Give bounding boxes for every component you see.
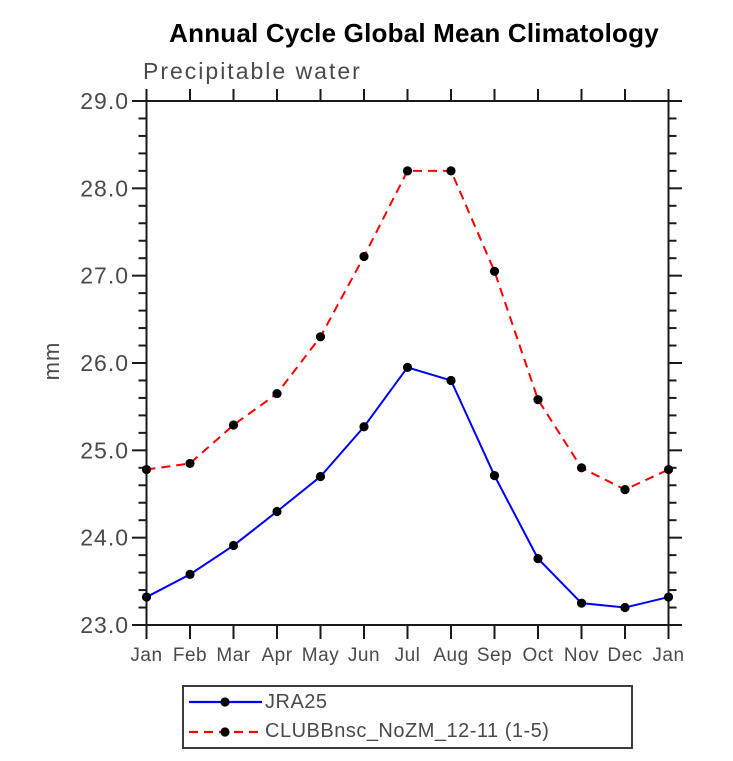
data-point-marker [446, 375, 456, 386]
data-point-marker [620, 602, 630, 613]
legend: JRA25 CLUBBnsc_NoZM_12-11 (1-5) [182, 685, 633, 749]
data-point-marker [185, 569, 195, 579]
month-label: Sep [477, 645, 512, 666]
legend-line-sample [189, 697, 262, 707]
data-point-marker [663, 464, 674, 475]
y-tick-label: 25.0 [80, 437, 129, 463]
legend-marker-icon [220, 727, 230, 737]
data-point-marker [620, 485, 630, 495]
legend-item-clubb: CLUBBnsc_NoZM_12-11 (1-5) [189, 718, 631, 746]
month-label: Jan [652, 645, 684, 666]
data-point-marker [533, 554, 543, 564]
data-point-marker [228, 420, 239, 430]
data-point-marker [359, 251, 369, 262]
y-tick-label: 28.0 [80, 175, 129, 201]
legend-marker-icon [220, 697, 230, 707]
data-point-marker [228, 540, 239, 551]
y-tick-label: 27.0 [80, 263, 129, 289]
data-point-marker [359, 422, 369, 432]
series-line-clubb [146, 169, 669, 491]
legend-label: CLUBBnsc_NoZM_12-11 (1-5) [265, 720, 550, 743]
month-label: Aug [433, 645, 468, 666]
chart-subtitle: Precipitable water [143, 58, 362, 84]
y-tick-label: 29.0 [80, 88, 129, 114]
data-point-marker [272, 506, 282, 517]
data-point-marker [315, 332, 326, 342]
data-point-marker [489, 471, 500, 481]
month-label: Feb [173, 645, 207, 666]
month-label: May [302, 645, 339, 666]
data-point-marker [315, 471, 326, 482]
data-point-marker [141, 464, 152, 475]
data-point-marker [576, 598, 587, 608]
month-label: Jun [348, 645, 380, 666]
month-label: Dec [607, 645, 642, 666]
data-point-marker [185, 458, 195, 469]
month-label: Oct [522, 645, 553, 666]
month-label: Jul [395, 645, 421, 666]
legend-label: JRA25 [265, 690, 328, 713]
data-point-marker [402, 362, 413, 372]
legend-line-sample [189, 727, 262, 737]
series-line-jra25 [146, 366, 669, 609]
chart-title: Annual Cycle Global Mean Climatology [169, 18, 659, 48]
data-point-marker [533, 395, 543, 405]
data-point-marker [141, 592, 152, 602]
data-point-marker [489, 266, 500, 276]
y-tick-label: 23.0 [80, 612, 129, 638]
y-tick-label: 24.0 [80, 525, 129, 551]
legend-item-jra25: JRA25 [189, 688, 631, 716]
month-label: Mar [216, 645, 250, 666]
data-point-marker [663, 592, 674, 602]
data-point-marker [272, 388, 282, 399]
month-label: Nov [564, 645, 599, 666]
y-tick-label: 26.0 [80, 350, 129, 376]
data-point-marker [446, 166, 456, 176]
data-point-marker [576, 463, 587, 473]
month-label: Apr [261, 645, 292, 666]
data-point-marker [402, 166, 413, 176]
month-label: Jan [130, 645, 162, 666]
